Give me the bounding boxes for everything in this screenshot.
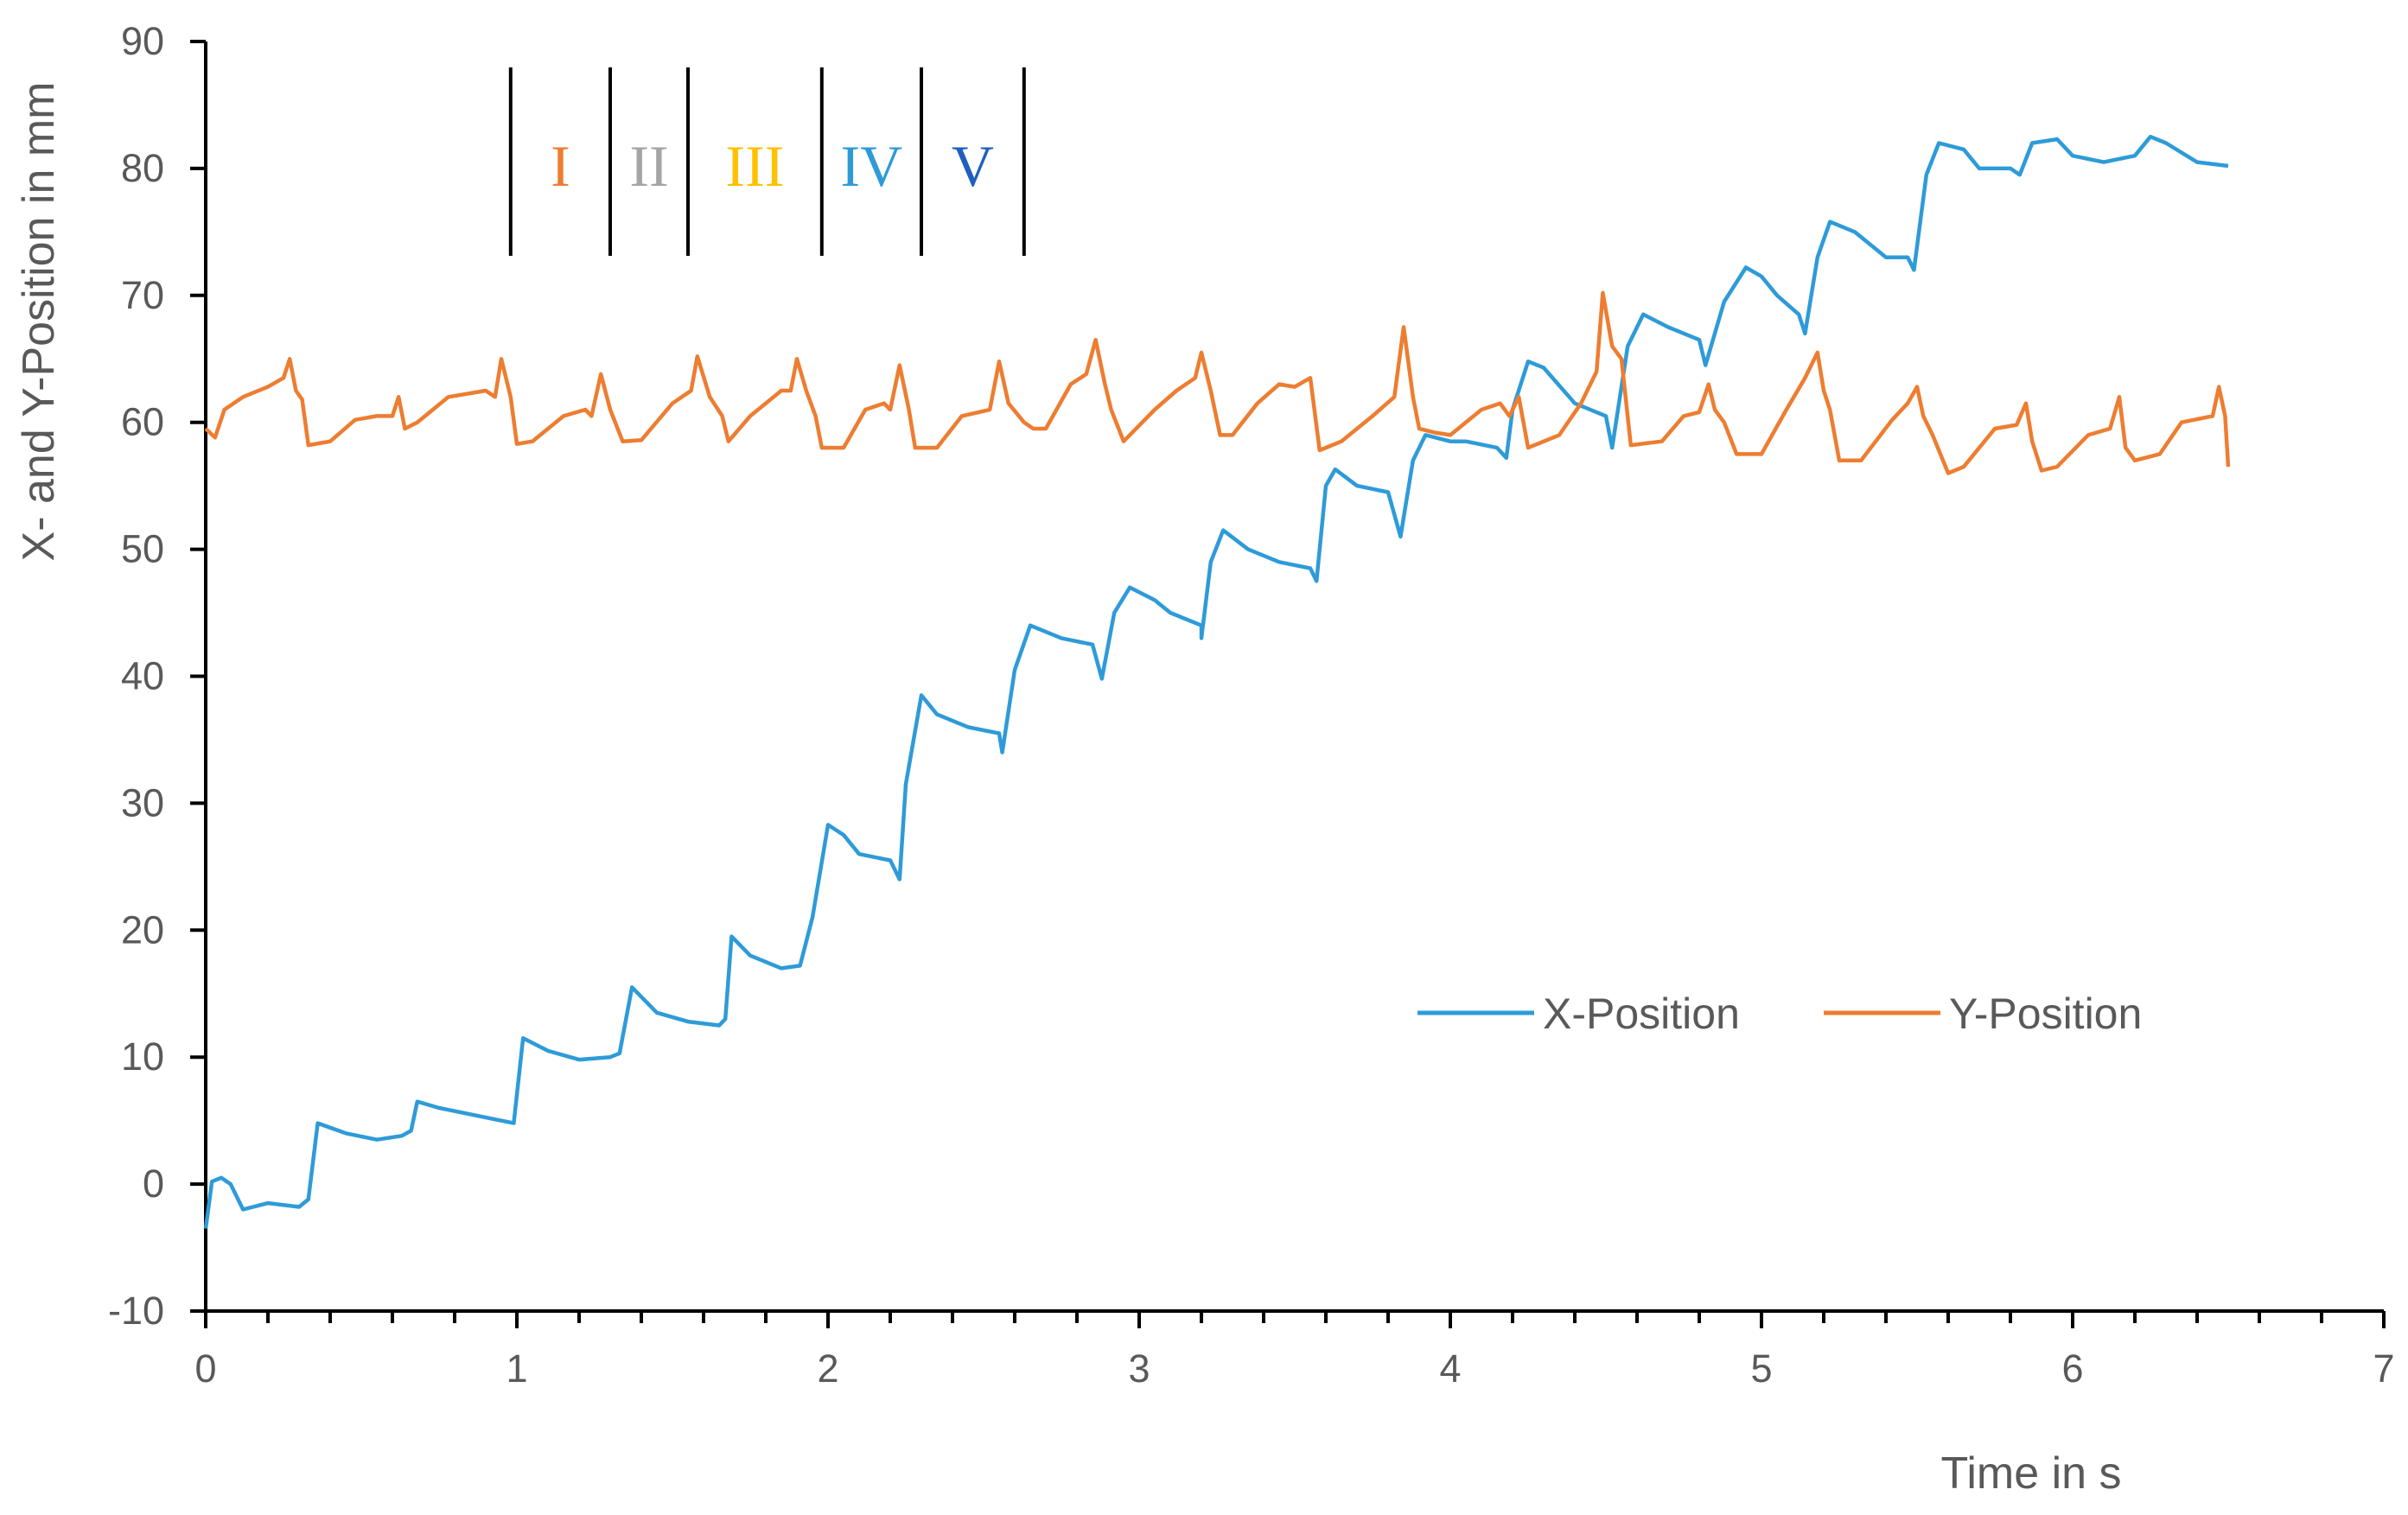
ticks: -10 0 10 20 30 40 50 60 70 80 90 0 1 2 3 4 5 6 7 <box>108 19 2395 1391</box>
series-line-y-position <box>204 290 2231 475</box>
axes <box>204 41 2384 1313</box>
x-tick-label: 4 <box>1439 1346 1461 1391</box>
phase-label: II <box>629 133 668 199</box>
y-tick-label: 10 <box>121 1034 164 1079</box>
y-tick-label: 70 <box>121 273 164 317</box>
phase-label: V <box>952 133 994 199</box>
y-tick-label: 20 <box>121 907 164 952</box>
legend-label-x-position: X-Position <box>1543 990 1740 1038</box>
x-tick-label: 6 <box>2061 1346 2083 1391</box>
x-tick-label: 2 <box>817 1346 838 1391</box>
y-tick-label: 90 <box>121 19 164 63</box>
phase-label: I <box>551 133 570 199</box>
phase-label: III <box>725 133 784 199</box>
y-tick-label: 0 <box>143 1162 164 1206</box>
y-tick-label: 80 <box>121 146 164 190</box>
x-tick-label: 1 <box>506 1346 527 1391</box>
x-tick-label: 3 <box>1128 1346 1150 1391</box>
phase-markers: I II III IV V <box>508 67 1026 256</box>
x-tick-label: 5 <box>1750 1346 1772 1391</box>
phase-label: IV <box>841 133 903 199</box>
legend-label-y-position: Y-Position <box>1949 990 2142 1038</box>
y-tick-label: 30 <box>121 780 164 824</box>
y-axis-title: X- and Y-Position in mm <box>14 82 64 562</box>
x-tick-label: 0 <box>194 1346 216 1391</box>
y-tick-label: -10 <box>108 1289 164 1333</box>
legend: X-Position Y-Position <box>1417 990 2142 1038</box>
x-tick-label: 7 <box>2373 1346 2394 1391</box>
y-tick-label: 40 <box>121 654 164 698</box>
x-axis-title: Time in s <box>1941 1448 2122 1499</box>
y-tick-label: 50 <box>121 527 164 571</box>
series <box>203 134 2231 1229</box>
series-line-x-position <box>203 134 2229 1229</box>
y-tick-label: 60 <box>121 400 164 444</box>
